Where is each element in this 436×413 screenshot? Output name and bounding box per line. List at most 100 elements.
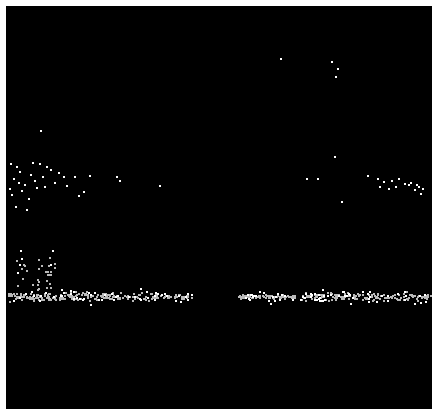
band-point [383,300,385,302]
band-edge-point [274,300,276,302]
band-edge-point [157,293,159,295]
band-point [392,295,394,297]
band-edge-point [40,295,42,297]
band-edge-point [113,299,115,301]
upper-scatter-point [334,156,336,158]
upper-scatter-point [398,178,400,180]
upper-scatter-point [317,178,319,180]
band-edge-point [322,300,324,302]
plume-point [38,281,40,283]
band-point [109,294,111,296]
band-point [77,299,79,301]
upper-scatter-point [24,184,26,186]
band-point [394,294,396,296]
band-point [32,297,34,299]
band-point [357,293,359,295]
band-edge-point [367,293,369,295]
band-point [377,293,379,295]
band-edge-point [247,294,249,296]
band-point [371,294,373,296]
band-edge-point [31,291,33,293]
upper-scatter-point [28,198,30,200]
band-point [48,298,50,300]
band-point [112,296,114,298]
band-point [155,297,157,299]
upper-scatter-point [422,188,424,190]
upper-scatter-point [383,181,385,183]
band-point [266,295,268,297]
band-edge-point [349,294,351,296]
band-point [141,292,143,294]
band-edge-point [362,291,364,293]
outlier-point [337,68,339,70]
plume-point [47,271,49,273]
band-point [249,296,251,298]
band-point [371,296,373,298]
band-point [327,292,329,294]
band-point [277,295,279,297]
band-point [68,295,70,297]
band-edge-point [187,293,189,295]
outlier-point [280,58,282,60]
band-point [20,293,22,295]
band-point [400,297,402,299]
band-point [41,297,43,299]
plume-point [54,267,56,269]
band-edge-point [376,301,378,303]
outlier-point [50,264,52,266]
band-point [43,299,45,301]
band-point [181,298,183,300]
band-point [23,296,25,298]
upper-scatter-point [78,195,80,197]
band-edge-point [316,299,318,301]
plume-point [54,263,56,265]
scatter-plot-svg [8,58,432,306]
band-point [403,296,405,298]
band-point [416,298,418,300]
upper-scatter-point [420,193,422,195]
band-edge-point [39,300,41,302]
plume-point [22,278,24,280]
band-point [242,296,244,298]
upper-scatter-point [63,176,65,178]
band-edge-point [320,300,322,302]
plume-point [48,265,50,267]
band-point [14,295,16,297]
band-point [124,295,126,297]
band-edge-point [420,302,422,304]
band-point [259,297,261,299]
plume-point [26,270,28,272]
band-point [102,295,104,297]
band-point [430,295,432,297]
band-point [175,296,177,298]
band-point [139,294,141,296]
band-point [145,299,147,301]
band-point [47,295,49,297]
band-point [71,297,73,299]
band-point [133,293,135,295]
band-point [359,294,361,296]
band-edge-point [368,301,370,303]
band-edge-point [424,294,426,296]
band-point [391,297,393,299]
upper-scatter-point [414,189,416,191]
band-point [344,293,346,295]
band-point [294,296,296,298]
band-point [65,292,67,294]
upper-scatter-point [40,130,42,132]
plume-point [49,274,51,276]
band-edge-point [346,295,348,297]
band-edge-point [111,293,113,295]
band-edge-point [404,299,406,301]
band-point [107,297,109,299]
band-edge-point [338,295,340,297]
plume-point [16,260,18,262]
band-point [414,295,416,297]
band-point [280,297,282,299]
band-point [308,295,310,297]
band-edge-point [387,300,389,302]
upper-scatter-point [116,176,118,178]
band-edge-point [101,299,103,301]
band-point [386,297,388,299]
band-point [46,297,48,299]
